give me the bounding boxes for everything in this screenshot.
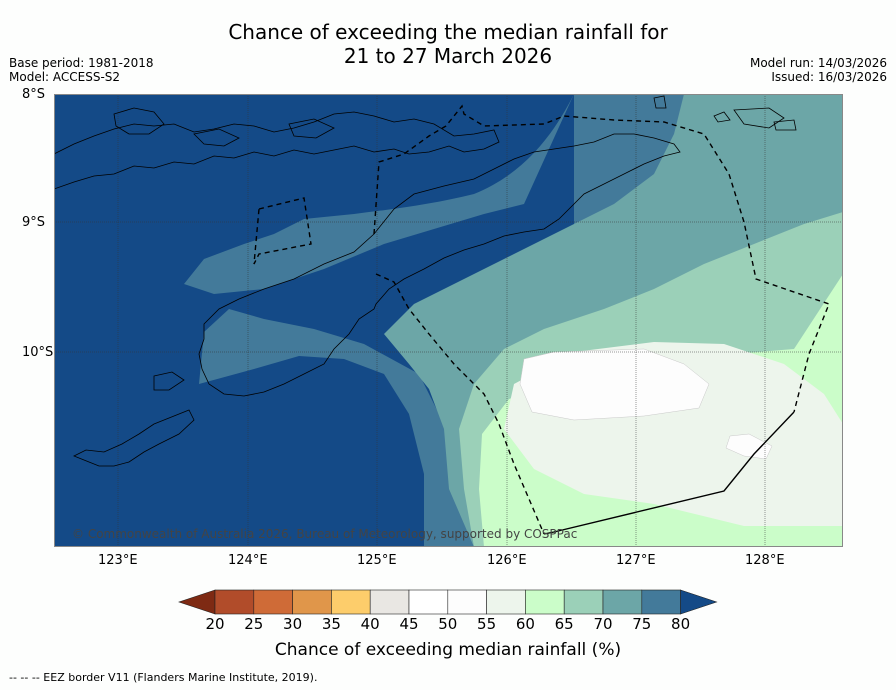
colorbar-cell xyxy=(292,589,332,615)
colorbar-tick-label: 70 xyxy=(593,615,613,633)
colorbar-cell xyxy=(214,589,255,615)
colorbar-cell xyxy=(447,589,487,615)
map-frame xyxy=(54,94,843,547)
zone-50-55 xyxy=(519,348,710,421)
lat-label-9s: 9°S xyxy=(22,215,46,230)
colorbar-tick-label: 35 xyxy=(321,615,341,633)
colorbar-cell xyxy=(253,589,293,615)
colorbar-tick-label: 80 xyxy=(671,615,691,633)
zone-50-55-small xyxy=(725,433,773,460)
colorbar xyxy=(178,589,718,615)
colorbar-arrow-low xyxy=(178,589,216,615)
map-title-line2: 21 to 27 March 2026 xyxy=(343,44,553,68)
colorbar-tick-label: 55 xyxy=(477,615,497,633)
colorbar-tick-label: 40 xyxy=(360,615,380,633)
model-run: Model run: 14/03/2026 xyxy=(749,56,887,70)
colorbar-cell xyxy=(408,589,449,615)
issued-date: Issued: 16/03/2026 xyxy=(771,70,887,84)
maritime-boundary xyxy=(543,411,795,535)
colorbar-tick-label: 50 xyxy=(438,615,458,633)
coastlines xyxy=(54,95,797,467)
colorbar-tick-label: 25 xyxy=(244,615,264,633)
lon-label-125e: 125°E xyxy=(357,553,397,568)
lon-label-126e: 126°E xyxy=(487,553,527,568)
lat-label-10s: 10°S xyxy=(22,345,54,360)
colorbar-tick-label: 20 xyxy=(205,615,225,633)
colorbar-tick-label: 30 xyxy=(283,615,303,633)
map-title-line1: Chance of exceeding the median rainfall … xyxy=(228,20,668,44)
lon-label-124e: 124°E xyxy=(228,553,268,568)
colorbar-cell xyxy=(563,589,604,615)
colorbar-arrow-high xyxy=(680,589,718,615)
lon-label-127e: 127°E xyxy=(616,553,656,568)
lon-label-123e: 123°E xyxy=(98,553,138,568)
model-name: Model: ACCESS-S2 xyxy=(9,70,121,84)
base-period: Base period: 1981-2018 xyxy=(9,56,154,70)
colorbar-cell xyxy=(486,589,526,615)
lon-label-128e: 128°E xyxy=(745,553,785,568)
colorbar-tick-label: 60 xyxy=(515,615,535,633)
eez-footnote: -- -- -- EEZ border V11 (Flanders Marine… xyxy=(9,671,318,684)
colorbar-cell xyxy=(369,589,410,615)
colorbar-title: Chance of exceeding median rainfall (%) xyxy=(274,640,622,660)
colorbar-tick-label: 75 xyxy=(632,615,652,633)
colorbar-cell xyxy=(331,589,371,615)
rainfall-map: © Commonwealth of Australia 2026, Bureau… xyxy=(54,94,843,547)
colorbar-tick-label: 65 xyxy=(554,615,574,633)
colorbar-cell xyxy=(641,589,681,615)
copyright-text: © Commonwealth of Australia 2026, Bureau… xyxy=(72,527,577,541)
colorbar-cell xyxy=(525,589,565,615)
colorbar-cell xyxy=(602,589,643,615)
colorbar-tick-label: 45 xyxy=(399,615,419,633)
graticule xyxy=(54,94,843,547)
lat-label-8s: 8°S xyxy=(22,87,46,102)
eez-border xyxy=(253,104,830,535)
